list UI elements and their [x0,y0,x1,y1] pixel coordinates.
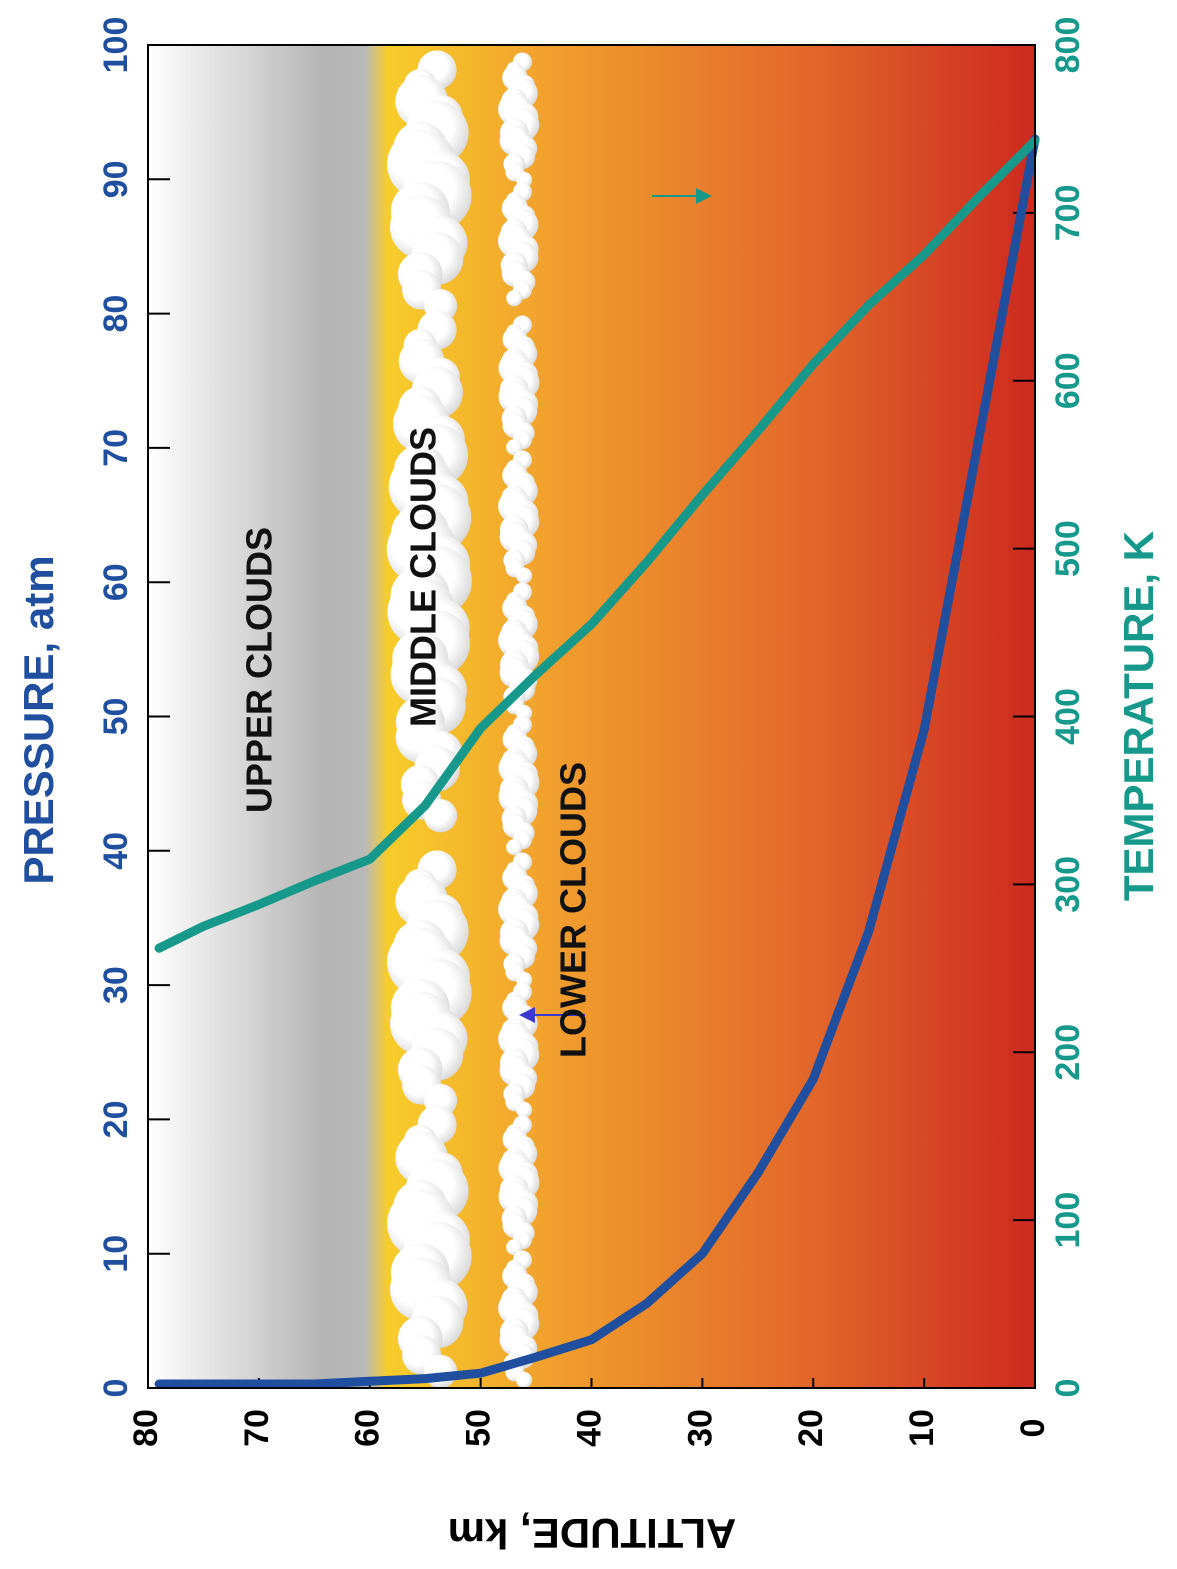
y2-tick-label: 200 [1049,1024,1087,1081]
x-tick-label: 80 [127,1409,165,1447]
y-tick-label: 30 [97,966,135,1004]
y2-tick-label: 800 [1049,17,1087,74]
y2-tick-label: 300 [1049,856,1087,913]
x-tick-label: 0 [1014,1419,1052,1438]
x-tick-label: 20 [792,1409,830,1447]
y-tick-label: 100 [97,17,135,74]
y-tick-label: 80 [97,295,135,333]
y-tick-label: 70 [97,429,135,467]
cloud-puff [506,290,522,306]
cloud-puff [424,1355,457,1388]
cloud-puff [516,568,532,584]
y2-tick-label: 700 [1049,185,1087,242]
y2-tick-label: 0 [1049,1379,1087,1398]
cloud-puff [516,1102,532,1118]
x-tick-label: 40 [570,1409,608,1447]
y-tick-label: 10 [97,1235,135,1273]
x-tick-label: 60 [349,1409,387,1447]
x-tick-label: 70 [238,1409,276,1447]
plot-background [148,45,1035,1388]
cloud-label: UPPER CLOUDS [239,527,280,813]
x-tick-label: 50 [460,1409,498,1447]
y2-tick-label: 400 [1049,688,1087,745]
y-tick-label: 40 [97,832,135,870]
y2-tick-label: 600 [1049,352,1087,409]
chart: 0102030405060708090100010020030040050060… [0,0,1177,1569]
cloud-label: MIDDLE CLOUDS [403,427,444,727]
y-tick-label: 60 [97,563,135,601]
x-tick-label: 30 [681,1409,719,1447]
y-tick-label: 20 [97,1100,135,1138]
y-axis-title: PRESSURE, atm [15,555,62,884]
y2-axis-title: TEMPERATURE, K [1115,531,1162,901]
cloud-puff [516,1372,532,1388]
x-tick-label: 10 [903,1409,941,1447]
y-tick-label: 90 [97,160,135,198]
y-tick-label: 50 [97,698,135,736]
cloud-label: LOWER CLOUDS [553,762,594,1058]
x-axis-title: ALTITUDE, km [448,1510,737,1557]
y2-tick-label: 500 [1049,520,1087,577]
y-tick-label: 0 [97,1379,135,1398]
y2-tick-label: 100 [1049,1192,1087,1249]
